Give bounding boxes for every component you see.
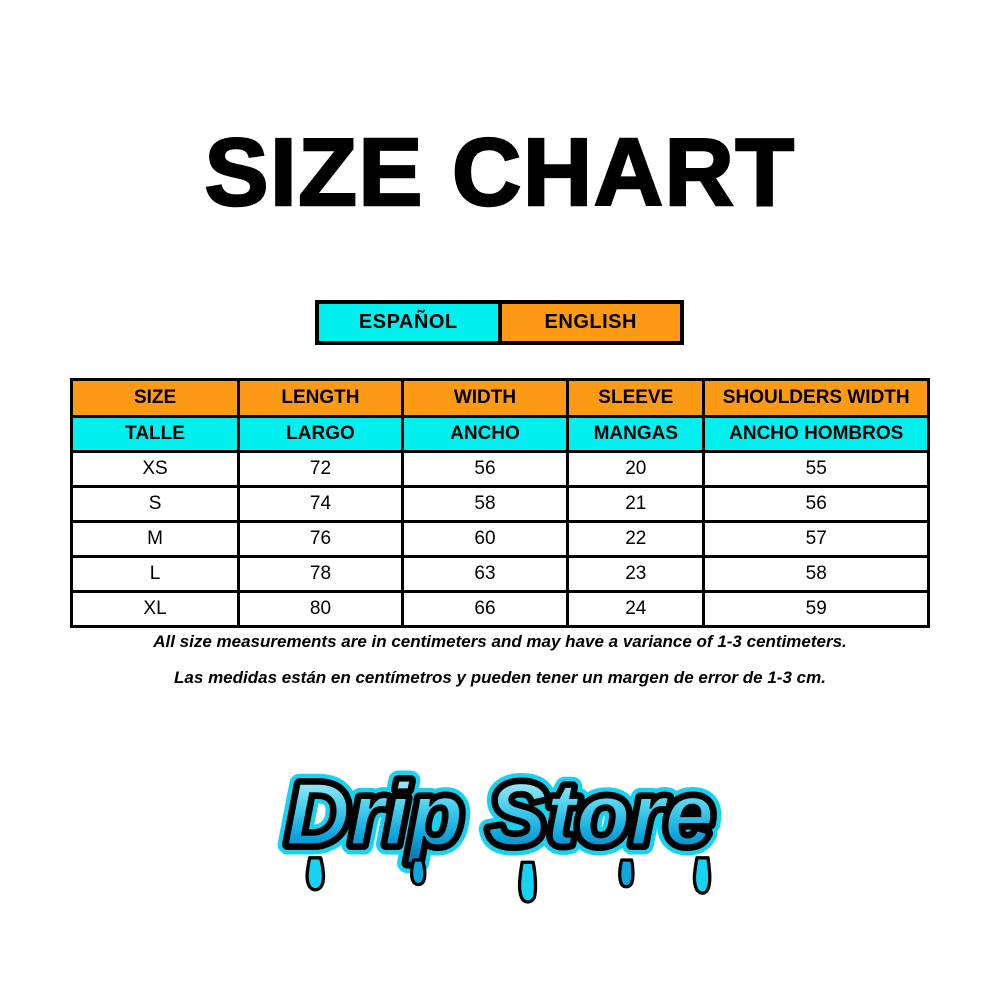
svg-text:Drip Store: Drip Store xyxy=(286,765,714,864)
